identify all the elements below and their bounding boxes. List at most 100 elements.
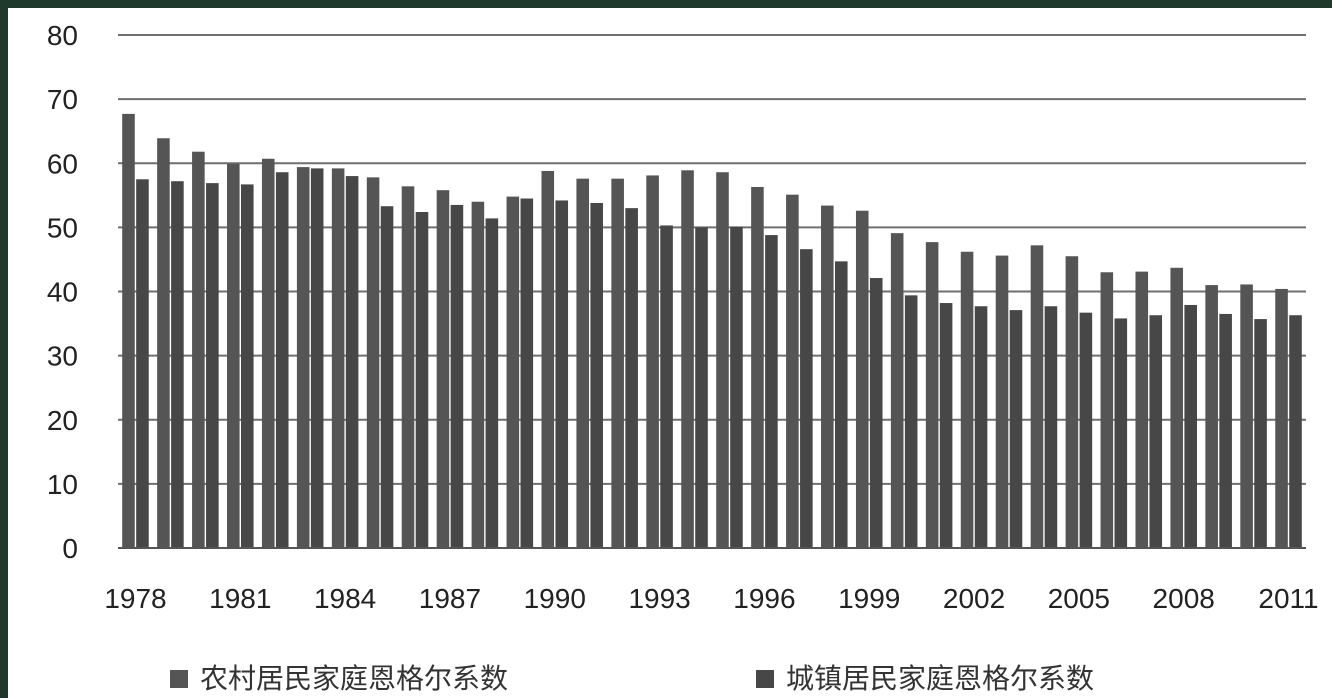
y-tick-label: 0 [62,533,78,564]
bar-urban [485,218,499,548]
bar-rural [821,205,834,548]
x-tick-label: 1999 [838,583,900,614]
x-tick-label: 2002 [943,583,1005,614]
legend-label-urban: 城镇居民家庭恩格尔系数 [786,662,1094,695]
bar-rural [576,178,590,548]
bar-rural [751,186,764,548]
y-tick-label: 50 [47,212,78,243]
bar-urban [695,227,708,548]
bar-rural [646,175,659,548]
bar-rural [1135,271,1149,548]
bar-rural [436,190,450,548]
bar-rural [157,138,170,548]
bar-urban [275,172,289,549]
bar-rural [227,163,240,549]
x-tick-label: 2011 [1258,583,1318,614]
x-tick-label: 1993 [628,583,690,614]
bar-urban [1009,310,1023,548]
bar-urban [171,181,184,548]
legend-swatch-rural [170,670,188,688]
bar-urban [240,184,254,548]
bar-urban [555,200,569,548]
y-tick-label: 30 [47,341,78,372]
bar-urban [136,179,149,548]
bar-urban [1114,318,1128,548]
x-tick-label: 1984 [314,583,376,614]
bar-rural [1065,256,1079,548]
bar-rural [890,233,904,549]
bar-urban [1289,315,1302,548]
bar-rural [611,178,624,548]
bars [122,113,1302,549]
bar-urban [1219,313,1232,548]
x-tick-label: 1987 [419,583,481,614]
y-tick-label: 10 [47,469,78,500]
bar-rural [1205,285,1218,548]
x-tick-label: 2005 [1048,583,1110,614]
bar-rural [331,168,345,548]
bar-urban [1149,315,1163,548]
bar-rural [1100,272,1114,548]
x-tick-label: 2008 [1153,583,1215,614]
bar-urban [904,295,918,548]
bar-urban [380,206,394,548]
bar-rural [296,167,310,548]
bar-rural [1240,284,1253,548]
bar-urban [206,183,219,548]
bar-rural [681,170,694,548]
bar-rural [122,113,135,548]
bar-urban [765,235,778,548]
bar-urban [834,261,848,548]
y-axis-ticks: 0 10 20 30 40 50 60 70 80 [47,20,78,564]
bar-urban [345,176,359,548]
bar-rural [960,251,974,548]
gridlines [118,34,1306,485]
x-axis-ticks: 1978 1981 1984 1987 1990 1993 1996 1999 2002 2005… [104,583,1318,614]
bar-urban [974,306,988,548]
bar-urban [1079,312,1093,548]
y-tick-label: 20 [47,405,78,436]
bar-urban [1254,319,1267,548]
bar-urban [520,198,534,549]
bar-urban [310,168,324,548]
bar-rural [541,170,555,548]
bar-urban [625,208,638,548]
bar-rural [1030,245,1044,548]
x-tick-label: 1978 [104,583,166,614]
legend-label-rural: 农村居民家庭恩格尔系数 [200,662,508,695]
y-tick-label: 40 [47,277,78,308]
bar-rural [471,201,485,548]
bar-urban [730,226,743,548]
chart-figure: 0 10 20 30 40 50 60 70 80 1978 1981 1984 1987 1990 19… [8,8,1332,698]
bar-rural [401,186,415,548]
bar-urban [415,211,429,549]
bar-urban [450,204,464,548]
bar-urban [869,278,883,548]
bar-rural [192,151,205,548]
bar-urban [590,203,603,548]
bar-rural [855,210,869,548]
bar-urban [1184,304,1197,548]
legend-swatch-urban [756,670,774,688]
bar-urban [939,303,953,548]
bar-urban [1044,306,1058,548]
bar-rural [786,194,799,548]
bar-rural [1275,288,1288,548]
bar-rural [506,196,520,548]
bar-urban [800,249,813,549]
y-tick-label: 80 [47,20,78,51]
bar-rural [261,158,275,549]
y-tick-label: 70 [47,84,78,115]
x-tick-label: 1996 [733,583,795,614]
x-tick-label: 1981 [209,583,271,614]
bar-rural [1170,267,1184,548]
bar-urban [660,225,673,549]
bar-rural [995,255,1009,548]
x-tick-label: 1990 [524,583,586,614]
legend: 农村居民家庭恩格尔系数 城镇居民家庭恩格尔系数 [170,662,1094,695]
bar-rural [366,177,380,549]
bar-rural [925,242,939,548]
y-tick-label: 60 [47,148,78,179]
bar-rural [716,172,729,549]
